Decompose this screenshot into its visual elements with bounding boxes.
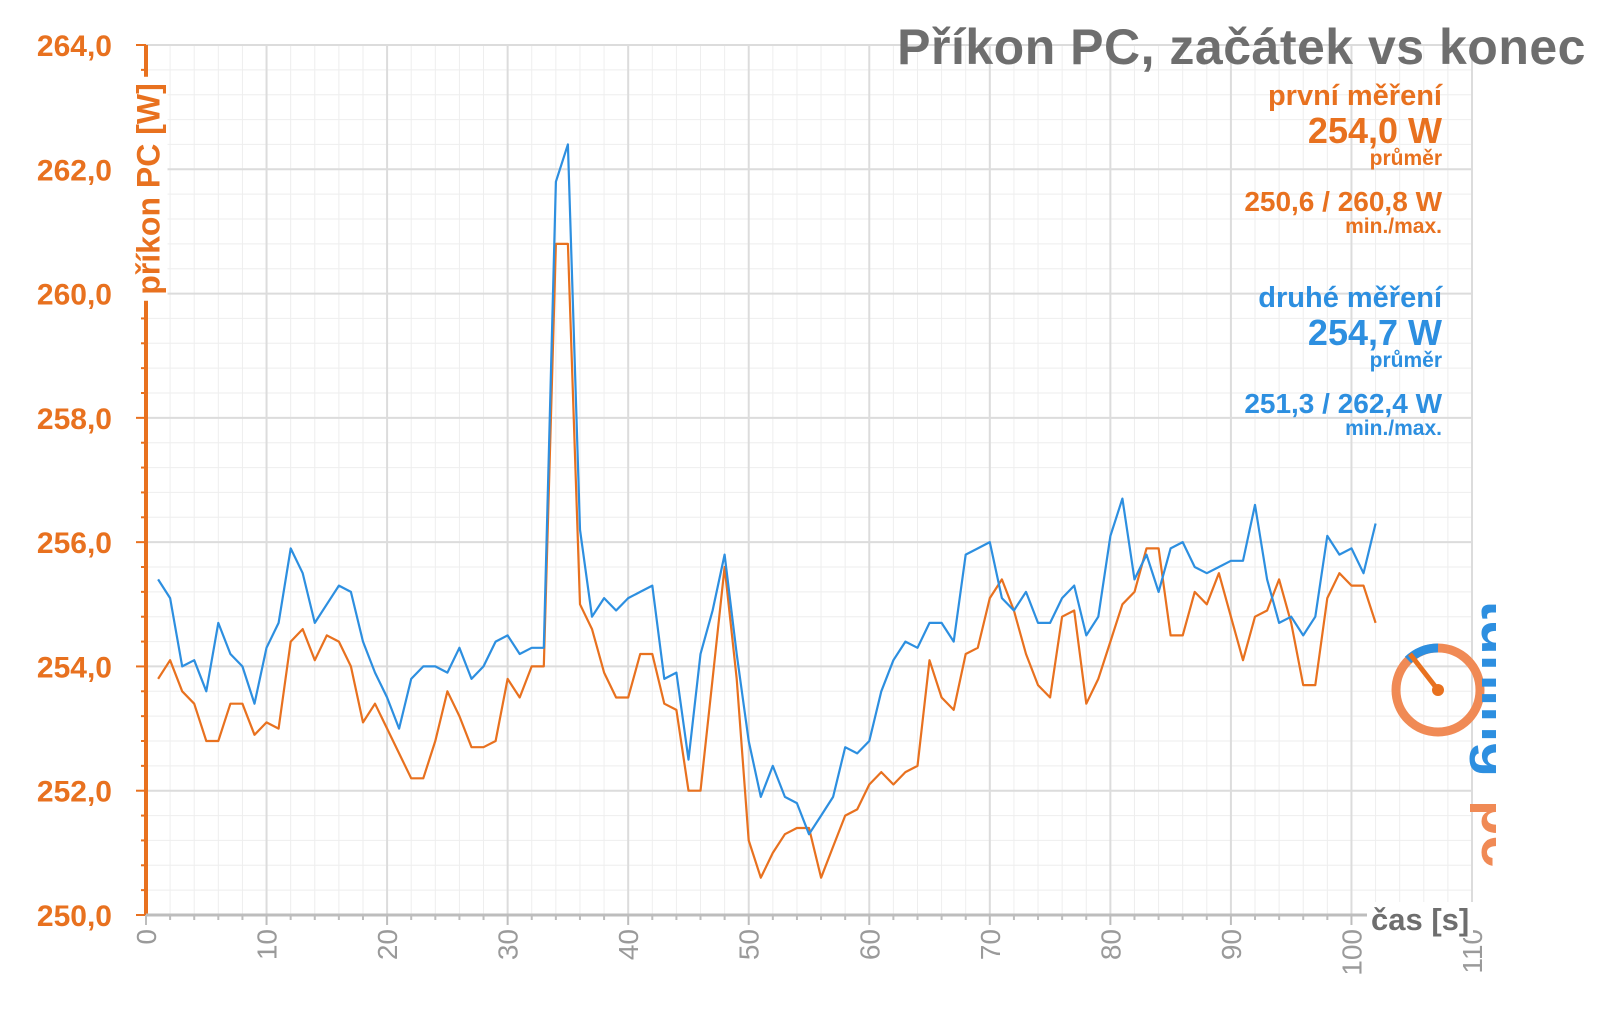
- major-grid: [145, 44, 1473, 916]
- x-axis-label: čas [s]: [1367, 902, 1474, 938]
- y-tick-label: 264,0: [37, 30, 112, 63]
- gauge-arc-icon: [1404, 643, 1439, 664]
- pctuning-logo: tuning pc: [1391, 600, 1496, 868]
- legend-first-average-label: průměr: [1369, 147, 1442, 170]
- y-tick-label: 254,0: [37, 651, 112, 684]
- series-line-1: [157, 242, 1377, 879]
- legend-first: první měření 254,0 W průměr 250,6 / 260,…: [1244, 80, 1442, 237]
- y-tick-label: 262,0: [37, 154, 112, 187]
- series-line-2: [157, 143, 1377, 836]
- x-tick-label: 90: [1216, 929, 1247, 960]
- x-tick-label: 10: [252, 929, 283, 960]
- chart-title: Příkon PC, začátek vs konec: [897, 19, 1586, 75]
- y-tick-labels: 250,0 252,0 254,0 256,0 258,0 260,0 262,0 264,0: [37, 30, 112, 933]
- legend-first-minmax-label: min./max.: [1345, 215, 1442, 238]
- x-tick-label: 0: [131, 929, 162, 945]
- gauge-hub-icon: [1432, 684, 1444, 696]
- gauge-needle-icon: [1408, 652, 1440, 692]
- series-layer: [157, 143, 1377, 879]
- legend-first-average: 254,0 W: [1307, 110, 1442, 151]
- y-tick-label: 256,0: [37, 527, 112, 560]
- x-tick-label: 40: [613, 929, 644, 960]
- y-tick-label: 250,0: [37, 900, 112, 933]
- x-tick-label: 20: [372, 929, 403, 960]
- x-tick-labels: 0 10 20 30 40 50 60 70 80 90 100 110: [131, 929, 1488, 976]
- legend-second-name: druhé měření: [1258, 282, 1442, 314]
- x-tick-label: 100: [1336, 929, 1367, 976]
- logo-wordmark: tuning: [1469, 600, 1496, 777]
- y-tick-label: 258,0: [37, 403, 112, 436]
- x-tick-label: 70: [975, 929, 1006, 960]
- x-tick-label: 60: [854, 929, 885, 960]
- y-axis-label: příkon PC [W]: [130, 77, 168, 301]
- x-tick-label: 50: [734, 929, 765, 960]
- legend-second: druhé měření 254,7 W průměr 251,3 / 262,…: [1244, 282, 1442, 439]
- x-tick-label: 80: [1095, 929, 1126, 960]
- legend-second-minmax-label: min./max.: [1345, 417, 1442, 440]
- legend-second-minmax: 251,3 / 262,4 W: [1244, 388, 1442, 419]
- y-tick-label: 260,0: [37, 279, 112, 312]
- y-tick-label: 252,0: [37, 776, 112, 809]
- legend-second-average: 254,7 W: [1307, 312, 1442, 353]
- logo-wordmark-pc: pc: [1469, 800, 1496, 868]
- legend-first-minmax: 250,6 / 260,8 W: [1244, 186, 1442, 217]
- legend-first-name: první měření: [1267, 80, 1442, 112]
- x-tick-label: 30: [493, 929, 524, 960]
- legend-second-average-label: průměr: [1369, 349, 1442, 372]
